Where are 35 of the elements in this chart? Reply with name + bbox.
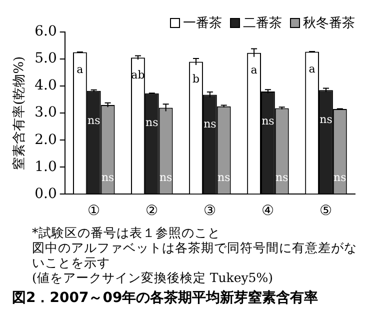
x-tick-label: ② <box>145 203 158 220</box>
data-label: ns <box>204 118 217 131</box>
data-label: b <box>192 72 200 86</box>
y-tick-label: 1.0 <box>34 158 57 175</box>
data-label: ns <box>101 171 115 184</box>
x-tick-label: ④ <box>261 203 274 220</box>
text: 一番茶 <box>183 15 222 32</box>
y-tick-label: 0.0 <box>34 186 57 202</box>
text: *試験区の番号は表１参照のこと <box>32 225 222 240</box>
text: (値をアークサイン変換後検定 Tukey5%) <box>32 270 274 285</box>
data-label: a <box>308 62 316 76</box>
x-tick-label: ③ <box>203 203 216 220</box>
y-tick-label: 4.0 <box>34 78 57 94</box>
text: 図中のアルファベットは各茶期で同符号間に有意差がないことを示す <box>32 240 358 270</box>
x-tick-label: ⑤ <box>319 203 332 220</box>
data-label: a <box>76 63 84 76</box>
y-tick-label: 3.0 <box>34 104 57 121</box>
data-label: a <box>250 64 258 77</box>
legend-label: 秋冬番茶 <box>303 15 355 32</box>
y-tick-label: 2.0 <box>34 132 57 148</box>
y-tick-label: 6.0 <box>34 24 57 40</box>
data-label: ns <box>88 114 101 127</box>
data-label: ab <box>131 68 145 82</box>
data-label: ns <box>146 116 159 130</box>
data-label: ns <box>334 171 347 184</box>
data-label: ns <box>262 114 275 128</box>
text: 図2．2007～09年の各茶期平均新芽窒素含有率 <box>11 289 320 307</box>
y-axis-title: 窒素含有率(乾物%) <box>11 56 28 170</box>
legend-label: 二番茶 <box>243 15 282 32</box>
data-label: ns <box>217 171 231 184</box>
x-tick-label: ① <box>87 203 100 220</box>
y-tick-label: 5.0 <box>34 50 57 67</box>
data-label: ns <box>159 171 173 184</box>
data-label: ns <box>320 112 333 126</box>
data-label: ns <box>276 171 289 184</box>
